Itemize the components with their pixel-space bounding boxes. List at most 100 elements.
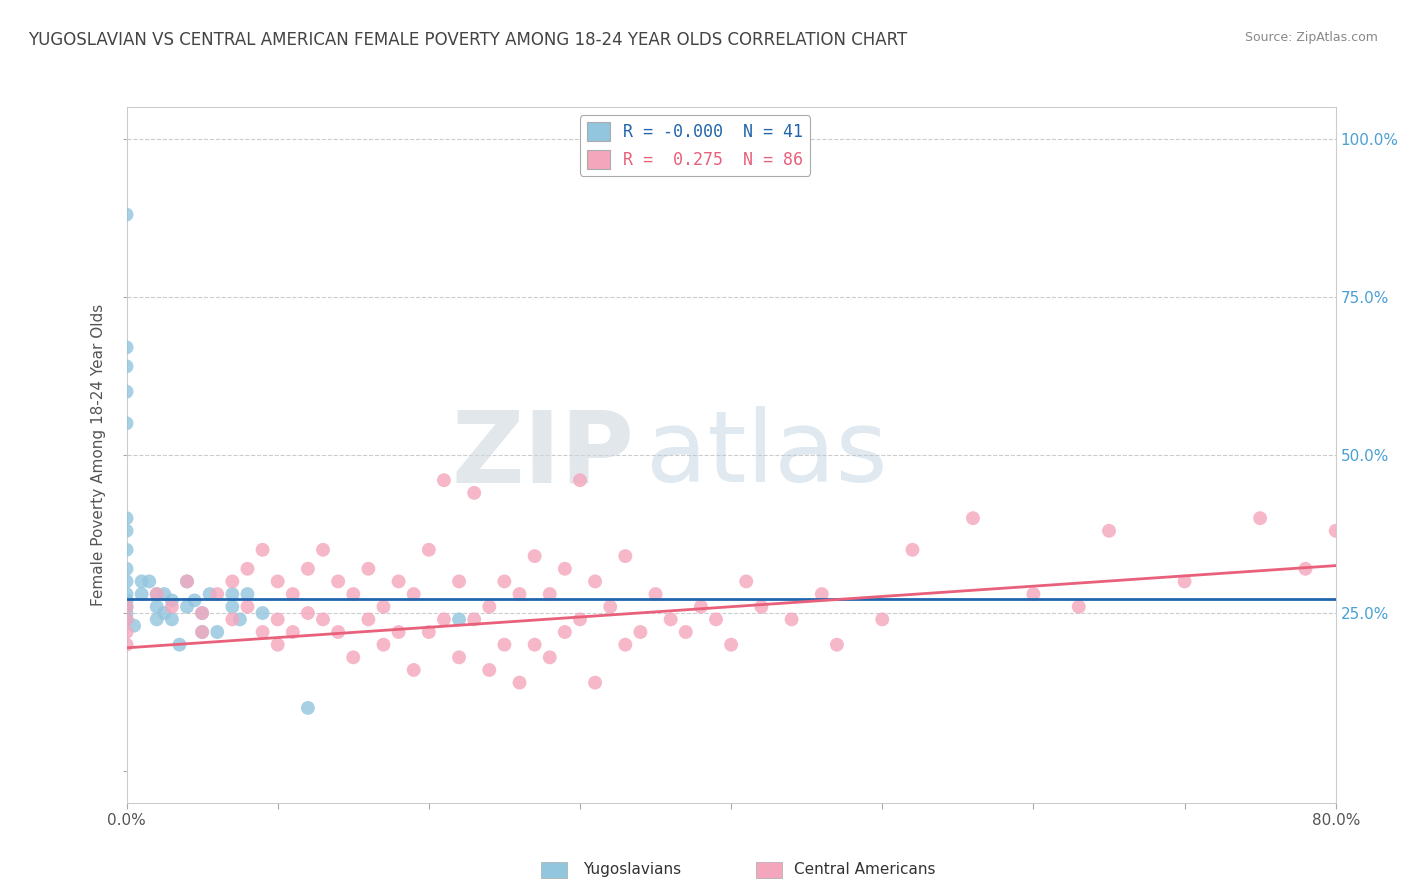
- Point: [751, 599, 773, 614]
- Point: [1249, 511, 1271, 525]
- Point: [342, 650, 364, 665]
- Point: [523, 549, 546, 563]
- Point: [659, 612, 682, 626]
- Point: [160, 612, 183, 626]
- Point: [169, 638, 191, 652]
- Point: [146, 599, 169, 614]
- Point: [735, 574, 758, 589]
- Point: [176, 574, 198, 589]
- Point: [433, 473, 456, 487]
- Point: [463, 612, 485, 626]
- Point: [554, 562, 576, 576]
- Point: [901, 542, 924, 557]
- Point: [357, 612, 380, 626]
- Point: [312, 542, 335, 557]
- Point: [1294, 562, 1316, 576]
- Point: [115, 606, 138, 620]
- Point: [509, 587, 531, 601]
- Point: [236, 587, 259, 601]
- Point: [267, 574, 290, 589]
- Point: [388, 625, 411, 640]
- Point: [115, 384, 138, 399]
- Point: [478, 663, 501, 677]
- Point: [373, 638, 395, 652]
- Point: [494, 638, 516, 652]
- Point: [198, 587, 221, 601]
- Point: [720, 638, 742, 652]
- Point: [115, 340, 138, 354]
- Point: [221, 599, 243, 614]
- Point: [326, 625, 350, 640]
- Point: [236, 562, 259, 576]
- Point: [176, 599, 198, 614]
- Point: [402, 663, 425, 677]
- Point: [115, 612, 138, 626]
- Point: [115, 587, 138, 601]
- Text: YUGOSLAVIAN VS CENTRAL AMERICAN FEMALE POVERTY AMONG 18-24 YEAR OLDS CORRELATION: YUGOSLAVIAN VS CENTRAL AMERICAN FEMALE P…: [28, 31, 907, 49]
- Point: [326, 574, 350, 589]
- Point: [115, 208, 138, 222]
- Point: [1022, 587, 1045, 601]
- Point: [433, 612, 456, 626]
- Point: [568, 473, 592, 487]
- Point: [675, 625, 697, 640]
- Point: [568, 612, 592, 626]
- Point: [388, 574, 411, 589]
- Point: [115, 638, 138, 652]
- Legend: R = -0.000  N = 41, R =  0.275  N = 86: R = -0.000 N = 41, R = 0.275 N = 86: [579, 115, 810, 176]
- Point: [176, 574, 198, 589]
- Point: [1324, 524, 1347, 538]
- Point: [191, 606, 214, 620]
- Point: [191, 606, 214, 620]
- Point: [478, 599, 501, 614]
- Point: [115, 593, 138, 607]
- Point: [780, 612, 803, 626]
- Point: [138, 574, 160, 589]
- Text: ZIP: ZIP: [451, 407, 634, 503]
- Point: [418, 625, 440, 640]
- Point: [221, 612, 243, 626]
- Text: Source: ZipAtlas.com: Source: ZipAtlas.com: [1244, 31, 1378, 45]
- Point: [509, 675, 531, 690]
- Point: [614, 549, 637, 563]
- Point: [297, 606, 319, 620]
- Point: [644, 587, 666, 601]
- Point: [402, 587, 425, 601]
- Point: [614, 638, 637, 652]
- Point: [962, 511, 984, 525]
- Point: [115, 574, 138, 589]
- Text: Central Americans: Central Americans: [794, 863, 936, 877]
- Point: [810, 587, 832, 601]
- Point: [538, 587, 561, 601]
- Point: [115, 359, 138, 374]
- Point: [447, 650, 470, 665]
- Point: [297, 701, 319, 715]
- Point: [357, 562, 380, 576]
- Point: [122, 618, 145, 632]
- Point: [115, 599, 138, 614]
- Point: [146, 612, 169, 626]
- Point: [297, 562, 319, 576]
- Point: [583, 675, 606, 690]
- Point: [523, 638, 546, 652]
- Point: [1067, 599, 1090, 614]
- Point: [252, 625, 274, 640]
- Point: [236, 599, 259, 614]
- Point: [312, 612, 335, 626]
- Point: [599, 599, 621, 614]
- Point: [153, 606, 176, 620]
- Point: [554, 625, 576, 640]
- Point: [221, 574, 243, 589]
- Point: [183, 593, 205, 607]
- Point: [418, 542, 440, 557]
- Point: [160, 599, 183, 614]
- Point: [115, 511, 138, 525]
- Point: [115, 524, 138, 538]
- Point: [267, 612, 290, 626]
- Point: [872, 612, 894, 626]
- Point: [252, 606, 274, 620]
- Point: [131, 574, 153, 589]
- Point: [447, 574, 470, 589]
- Text: Yugoslavians: Yugoslavians: [583, 863, 682, 877]
- Point: [463, 486, 485, 500]
